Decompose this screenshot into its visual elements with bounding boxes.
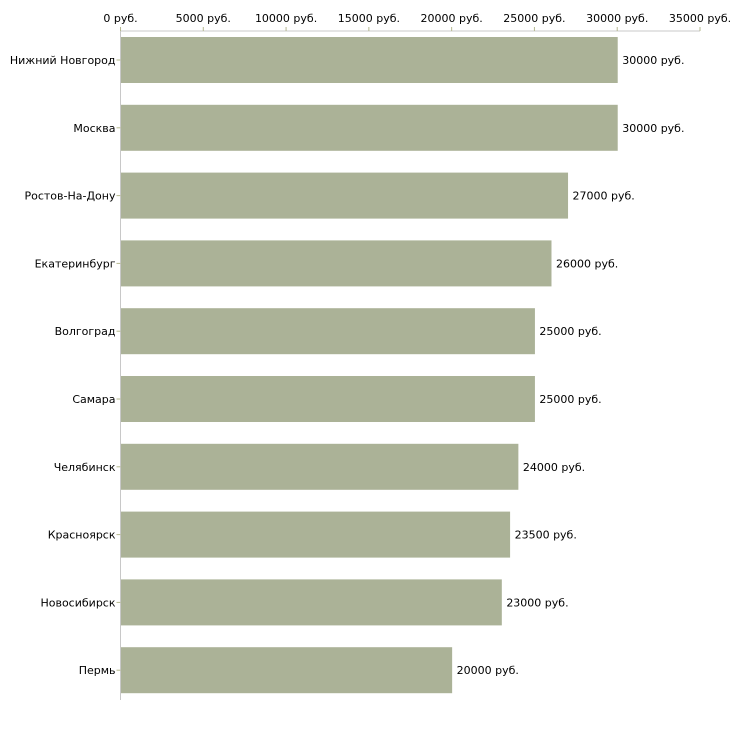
data-label: 30000 руб. (622, 122, 684, 135)
bar (121, 579, 502, 626)
data-label: 23500 руб. (515, 529, 577, 542)
category-label: Самара (72, 393, 115, 406)
bar (121, 104, 618, 151)
bar (121, 647, 453, 694)
bar (121, 172, 569, 219)
bar (121, 511, 511, 558)
bar (121, 376, 535, 422)
category-label: Москва (73, 122, 115, 135)
bar (121, 308, 535, 355)
category-label: Новосибирск (40, 596, 115, 609)
data-label: 23000 руб. (506, 596, 568, 609)
bar (121, 240, 552, 287)
category-label: Екатеринбург (35, 257, 116, 270)
category-label: Волгоград (55, 325, 116, 338)
x-tick-label: 0 руб. (103, 12, 137, 25)
x-tick-label: 15000 руб. (338, 12, 400, 25)
x-tick-label: 30000 руб. (586, 12, 648, 25)
category-label: Ростов-На-Дону (24, 190, 115, 203)
data-label: 25000 руб. (539, 325, 601, 338)
category-label: Пермь (79, 664, 116, 677)
x-tick-label: 35000 руб. (669, 12, 730, 25)
x-tick-label: 10000 руб. (255, 12, 317, 25)
bar (121, 443, 519, 490)
bar (121, 37, 618, 83)
data-label: 25000 руб. (539, 393, 601, 406)
data-label: 24000 руб. (523, 461, 585, 474)
x-tick-label: 25000 руб. (503, 12, 565, 25)
data-label: 26000 руб. (556, 257, 618, 270)
category-label: Красноярск (48, 529, 116, 542)
x-tick-label: 20000 руб. (421, 12, 483, 25)
data-label: 30000 руб. (622, 54, 684, 67)
data-label: 27000 руб. (573, 190, 635, 203)
data-label: 20000 руб. (457, 664, 519, 677)
category-label: Нижний Новгород (10, 54, 116, 67)
category-label: Челябинск (54, 461, 116, 474)
x-tick-label: 5000 руб. (176, 12, 231, 25)
